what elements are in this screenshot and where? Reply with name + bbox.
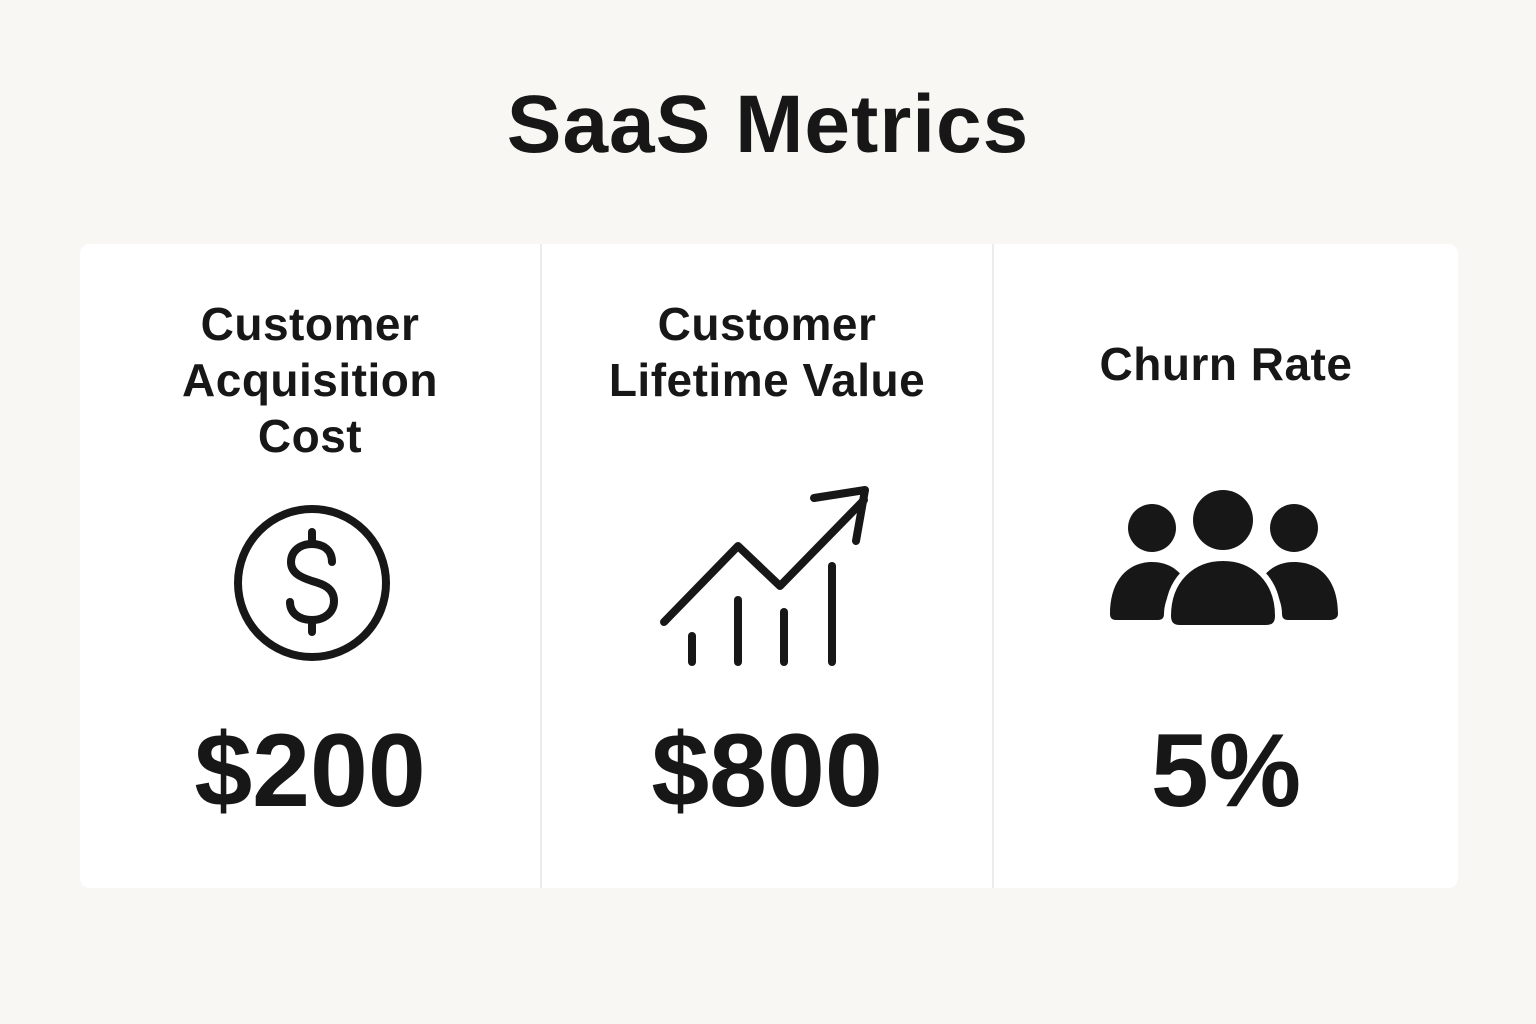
metric-card-churn: Churn Rate 5%: [994, 244, 1458, 888]
metric-title: Customer Acquisition Cost: [80, 296, 540, 464]
metric-title-line: Lifetime Value: [608, 354, 926, 406]
metric-card-cac: Customer Acquisition Cost $200: [80, 244, 542, 888]
metric-value: 5%: [1150, 713, 1302, 829]
metric-value: $200: [194, 713, 426, 829]
metric-title: Customer Lifetime Value: [542, 296, 992, 408]
metric-title-line: Churn Rate: [1099, 338, 1353, 390]
metric-title-line: Customer: [200, 298, 420, 350]
metric-value: $800: [651, 713, 883, 829]
metrics-panel: Customer Acquisition Cost $200 Customer …: [80, 244, 1458, 888]
metric-title: Churn Rate: [994, 336, 1458, 392]
users-group-icon: [1110, 490, 1338, 631]
page-title: SaaS Metrics: [506, 79, 1030, 170]
growth-chart-icon: [660, 486, 869, 666]
metric-card-clv: Customer Lifetime Value $800: [542, 244, 994, 888]
metric-title-line: Customer: [657, 298, 877, 350]
dollar-coin-icon: [234, 505, 390, 661]
metric-title-line: Acquisition: [182, 354, 438, 406]
metric-title-line: Cost: [257, 410, 363, 462]
